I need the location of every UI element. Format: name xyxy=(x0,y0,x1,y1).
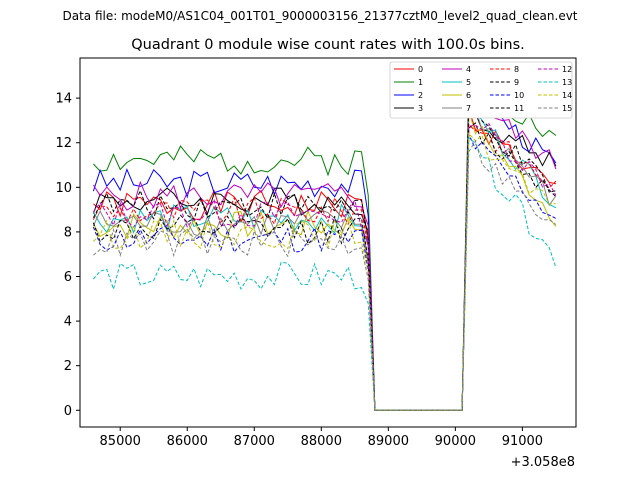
series-line-6 xyxy=(92,110,557,411)
legend-label-11: 11 xyxy=(514,104,524,113)
series-line-8 xyxy=(92,123,557,411)
legend-label-15: 15 xyxy=(562,104,572,113)
legend-label-8: 8 xyxy=(514,65,519,74)
x-tick-label: 89000 xyxy=(368,434,409,449)
legend-label-4: 4 xyxy=(466,65,471,74)
axes: 85000 86000 87000 88000 89000 90000 91000 0 2 4 6 8… xyxy=(55,92,543,449)
series-line-10 xyxy=(92,134,557,411)
data-file-label: Data file: modeM0/AS1C04_001T01_90000031… xyxy=(62,9,577,23)
y-tick-label: 8 xyxy=(64,225,72,240)
series-line-12 xyxy=(92,122,557,411)
plot-frame xyxy=(79,57,577,428)
y-tick-label: 2 xyxy=(64,359,72,374)
y-tick-label: 6 xyxy=(64,270,72,285)
legend-box xyxy=(389,61,573,119)
series-line-13 xyxy=(93,136,557,411)
y-tick-label: 12 xyxy=(55,136,72,151)
y-tick-label: 10 xyxy=(55,181,72,196)
x-offset-label: +3.058e8 xyxy=(511,455,575,470)
chart-title: Quadrant 0 module wise count rates with … xyxy=(131,37,525,53)
legend-label-6: 6 xyxy=(466,91,471,100)
legend-label-10: 10 xyxy=(514,91,524,100)
series-line-11 xyxy=(92,122,557,411)
series-line-14 xyxy=(93,132,556,411)
series-line-15 xyxy=(93,139,557,411)
x-tick-label: 86000 xyxy=(167,434,208,449)
y-tick-label: 0 xyxy=(64,404,72,419)
legend-label-2: 2 xyxy=(418,91,423,100)
legend-label-13: 13 xyxy=(562,78,572,87)
x-tick-label: 90000 xyxy=(435,434,476,449)
x-tick-label: 85000 xyxy=(100,434,141,449)
legend-label-5: 5 xyxy=(466,78,471,87)
legend-label-9: 9 xyxy=(514,78,519,87)
legend-label-14: 14 xyxy=(562,91,572,100)
plot-area xyxy=(92,75,557,411)
legend-label-12: 12 xyxy=(562,65,572,74)
x-tick-label: 91000 xyxy=(502,434,543,449)
legend-label-1: 1 xyxy=(418,78,423,87)
legend-label-3: 3 xyxy=(418,104,423,113)
x-tick-label: 88000 xyxy=(301,434,342,449)
y-tick-label: 14 xyxy=(55,92,72,107)
legend-label-0: 0 xyxy=(418,65,423,74)
legend-label-7: 7 xyxy=(466,104,471,113)
x-tick-label: 87000 xyxy=(234,434,275,449)
y-tick-label: 4 xyxy=(64,315,72,330)
